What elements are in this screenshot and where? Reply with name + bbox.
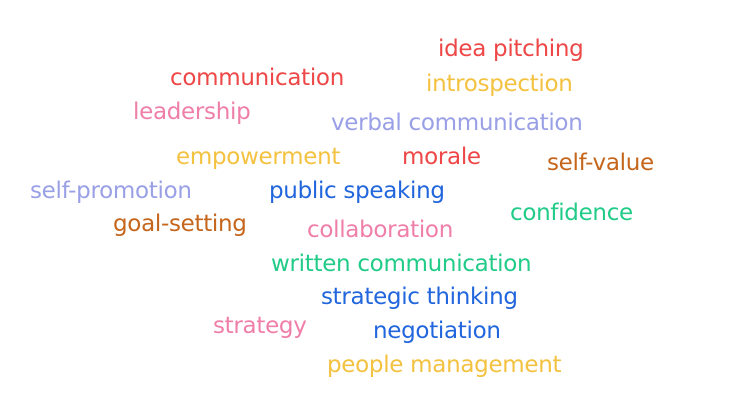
word-self-promotion: self-promotion: [30, 178, 192, 204]
word-strategy: strategy: [213, 313, 307, 339]
word-people-management: people management: [327, 352, 562, 378]
word-negotiation: negotiation: [373, 318, 501, 344]
word-goal-setting: goal-setting: [113, 211, 247, 237]
word-leadership: leadership: [133, 99, 251, 125]
word-public-speaking: public speaking: [269, 178, 445, 204]
word-verbal-communication: verbal communication: [331, 110, 583, 136]
word-written-communication: written communication: [271, 251, 532, 277]
word-collaboration: collaboration: [307, 217, 453, 243]
word-empowerment: empowerment: [176, 144, 341, 170]
word-self-value: self-value: [547, 150, 654, 176]
word-communication: communication: [170, 65, 344, 91]
word-strategic-thinking: strategic thinking: [321, 284, 518, 310]
word-confidence: confidence: [510, 200, 633, 226]
word-idea-pitching: idea pitching: [438, 36, 584, 62]
word-introspection: introspection: [426, 71, 573, 97]
word-morale: morale: [402, 144, 481, 170]
